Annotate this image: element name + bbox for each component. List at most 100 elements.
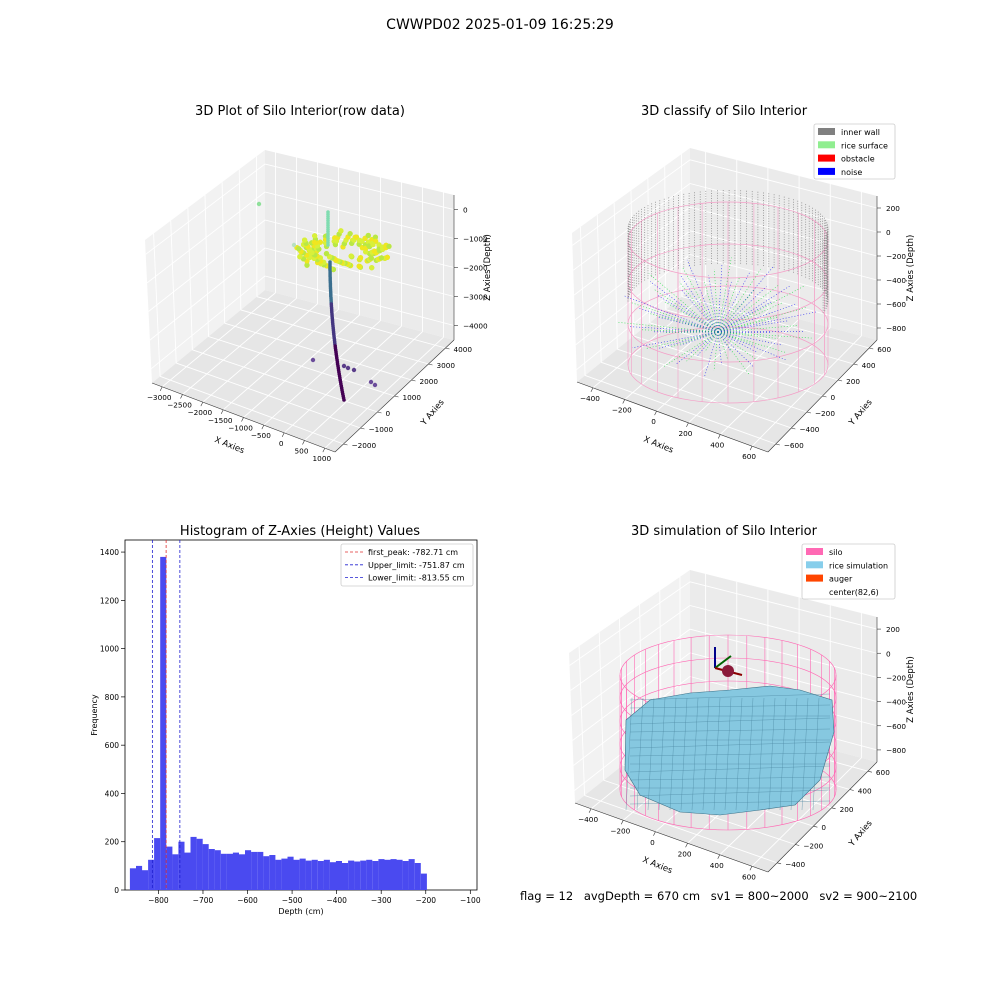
y-tick — [806, 411, 812, 414]
data-point — [717, 266, 774, 333]
legend-label: inner wall — [841, 128, 880, 137]
x-tick-label: −2500 — [167, 401, 192, 410]
x-tick — [717, 434, 721, 439]
histogram-bar — [342, 863, 349, 890]
y-tick-label: 3000 — [437, 361, 456, 370]
histogram-bar — [311, 859, 318, 890]
status-sv1: sv1 = 800~2000 — [710, 889, 809, 903]
data-point — [717, 301, 773, 333]
data-point — [717, 311, 818, 333]
legend-box — [801, 543, 896, 600]
data-point — [345, 365, 351, 371]
x-tick-label: −100 — [460, 896, 481, 905]
x-tick — [717, 854, 721, 859]
y-tick — [411, 379, 416, 382]
gridline-y — [208, 336, 395, 397]
gridline-z — [149, 247, 266, 341]
surface-mesh — [702, 697, 710, 811]
y-tick — [775, 443, 780, 446]
surface-mesh — [629, 717, 831, 725]
y-tick-label: 200 — [846, 377, 860, 386]
y-tick — [777, 862, 782, 865]
histogram-bar — [281, 858, 288, 890]
chart3-title: Histogram of Z-Axies (Height) Values — [179, 524, 421, 539]
x-axis-label: X Axies — [213, 435, 246, 456]
pane-floor — [577, 290, 877, 452]
z-tick-label: −600 — [886, 722, 906, 731]
gridline-z — [264, 163, 455, 210]
data-point — [717, 285, 804, 333]
x-tick-label: −200 — [610, 826, 630, 835]
x-tick — [241, 417, 244, 422]
histogram-bar — [390, 859, 397, 890]
data-point — [338, 228, 344, 234]
surface-mesh — [625, 697, 633, 811]
histogram-bar — [323, 859, 330, 890]
x-tick — [590, 387, 594, 392]
histogram-bar — [305, 860, 312, 890]
surface-mesh — [629, 776, 831, 781]
histogram-bar — [226, 853, 233, 890]
data-point — [369, 265, 375, 271]
gridline-z — [572, 183, 691, 271]
histogram-bar — [154, 838, 161, 890]
gridline-y — [579, 226, 586, 376]
data-point — [297, 254, 303, 260]
x-tick-label: −400 — [578, 815, 598, 824]
chart4: −400 −200 0 200 400 600 −400 −200 0 200 400 600 200 0… — [569, 543, 916, 881]
data-point — [704, 331, 719, 353]
histogram-bar — [378, 859, 385, 890]
data-point — [353, 234, 359, 240]
data-point — [686, 259, 719, 333]
surface-mesh — [801, 697, 809, 811]
histogram-bar — [166, 846, 173, 890]
histogram-bar — [129, 868, 136, 890]
gridline-z — [576, 277, 691, 370]
data-point — [312, 233, 318, 239]
data-point — [717, 331, 754, 367]
x-tick-label: −200 — [415, 896, 436, 905]
data-point — [717, 325, 797, 333]
y-tick-label: 2000 — [420, 377, 439, 386]
surface-mesh — [735, 697, 743, 811]
gridline-z — [689, 581, 878, 630]
y-tick-label: 800 — [105, 693, 120, 702]
x-tick-label: 0 — [651, 417, 656, 426]
gridline-y — [584, 375, 776, 445]
x-tick — [685, 843, 688, 848]
y-tick-label: −200 — [803, 842, 823, 851]
histogram-bar — [251, 851, 258, 890]
x-tick-label: 400 — [710, 441, 724, 450]
x-tick — [686, 422, 689, 427]
data-point — [717, 263, 723, 333]
z-tick-label: −2000 — [463, 264, 488, 273]
surface-mesh — [629, 800, 831, 805]
x-tick-label: 0 — [650, 838, 655, 847]
surface-mesh — [724, 697, 732, 811]
x-tick — [322, 448, 326, 453]
y-tick — [869, 347, 874, 350]
pane-floor — [152, 290, 454, 452]
gridline-z — [689, 159, 878, 209]
y-tick — [849, 789, 854, 791]
x-tick-label: 600 — [742, 872, 756, 881]
y-tick-label: 600 — [105, 741, 120, 750]
histogram-bar — [396, 859, 403, 890]
x-tick-label: −200 — [612, 406, 632, 415]
z-tick-label: 0 — [463, 206, 468, 215]
y-tick — [394, 395, 399, 398]
x-tick-label: 0 — [279, 439, 284, 448]
gridline-y — [159, 375, 344, 445]
gridline-y — [665, 309, 854, 365]
data-point — [686, 331, 719, 362]
data-point — [657, 316, 719, 333]
x-tick-label: −500 — [251, 431, 271, 440]
data-point — [717, 331, 756, 346]
chart4-title: 3D simulation of Silo Interior — [631, 524, 817, 539]
x-tick — [220, 409, 224, 414]
gridline-z — [572, 159, 691, 246]
y-tick — [853, 363, 858, 366]
y-axis-line — [767, 761, 878, 873]
legend-label: auger — [829, 575, 853, 584]
data-point — [368, 379, 374, 385]
